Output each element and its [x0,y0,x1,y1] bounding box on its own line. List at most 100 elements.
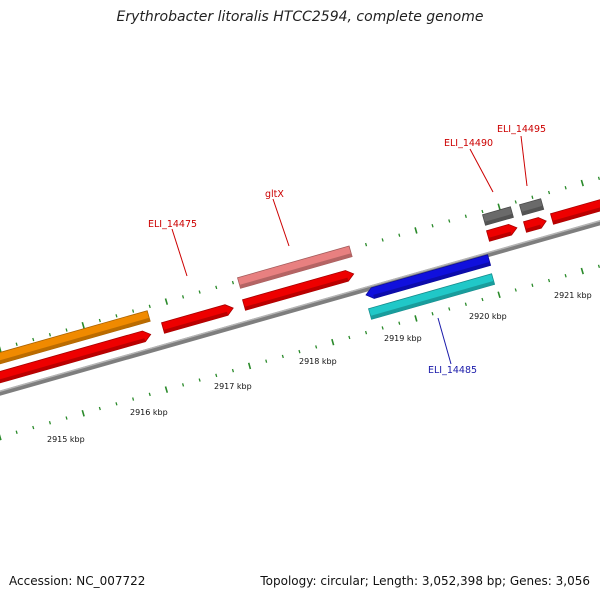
lower-tick [48,421,52,425]
lower-tick [381,326,384,330]
lower-tick [115,402,118,406]
blue-cds-shade [373,261,491,299]
upper-tick [164,298,169,305]
gltx-cds-shade [244,277,349,311]
cyan-rna-shade [370,280,495,320]
upper-tick [32,337,35,342]
lower-tick [81,409,85,417]
label-line-eli-14495 [520,135,528,187]
lower-tick [32,425,35,430]
lower-tick [481,297,484,302]
gene-label-eli-14485[interactable]: ELI_14485 [428,365,477,376]
scale-label-2919: 2919 kbp [384,334,422,343]
blue-cds[interactable] [365,254,492,299]
gene-label-eli-14490[interactable]: ELI_14490 [444,138,493,149]
lower-tick [531,283,534,287]
lower-tick [247,362,252,370]
scale-label-2920: 2920 kbp [469,312,507,321]
upper-tick [181,295,185,299]
lower-tick [0,434,2,441]
lower-tick [564,274,567,278]
genome-backbone [0,220,600,396]
lower-tick [231,368,235,373]
gray-feature-2-shade [521,205,544,216]
upper-tick [431,224,434,228]
lower-tick [398,321,401,325]
lower-tick [431,312,434,316]
upper-tick [215,285,218,290]
lower-tick [181,383,185,387]
lower-tick [298,349,301,354]
upper-tick [198,290,201,294]
gene-label-gltx[interactable]: gltX [265,189,284,200]
map-title: Erythrobacter litoralis HTCC2594, comple… [116,9,484,25]
lower-tick [448,307,451,311]
upper-tick [231,280,235,285]
lower-tick [148,392,151,397]
upper-tick [464,214,467,218]
lower-tick [265,359,268,363]
red-cds-4-shade [525,224,542,233]
lower-tick [15,430,18,434]
upper-tick [15,342,18,346]
lower-tick [514,288,517,292]
lower-tick [132,397,135,401]
lower-tick [597,264,600,268]
red-cds-5-shade [552,207,600,225]
orange-feature-shade [0,317,151,364]
scale-label-2915: 2915 kbp [47,435,85,444]
lower-tick [497,291,501,299]
upper-tick [0,346,2,353]
upper-tick [398,233,401,237]
upper-tick [497,203,501,211]
red-cds-1-shade [0,338,146,383]
lower-tick [331,338,335,346]
scale-label-2918: 2918 kbp [299,357,337,366]
upper-tick [132,309,135,313]
lower-tick [215,373,218,378]
red-cds-3-shade [488,231,512,242]
lower-tick [315,345,318,349]
genome-backbone-highlight [0,220,600,392]
upper-tick [115,314,118,318]
gene-label-eli-14495[interactable]: ELI_14495 [497,124,546,135]
lower-tick [281,354,284,359]
lower-tick [348,335,351,340]
label-line-eli-14475 [171,228,188,277]
label-line-eli-14490 [469,148,494,193]
label-line-eli-14485 [437,317,452,365]
lower-tick [164,386,169,393]
lower-tick [364,330,368,335]
upper-tick [448,219,451,223]
upper-tick [48,333,52,337]
red-cds-2-shade [163,311,228,334]
feature-layer [0,198,600,384]
upper-tick [547,190,551,195]
accession-text: Accession: NC_007722 [9,574,146,588]
upper-tick [580,179,584,187]
lower-tick [580,267,584,275]
lower-tick [464,302,467,306]
upper-tick [81,321,85,329]
scale-label-2921: 2921 kbp [554,291,592,300]
upper-tick [381,238,384,242]
upper-tick [98,318,101,323]
gray-feature-1-shade [484,213,514,226]
lower-tick [547,278,551,283]
label-line-gltx [272,198,290,247]
lower-tick-row [0,264,600,441]
upper-tick [65,328,68,332]
scale-label-2916: 2916 kbp [130,408,168,417]
lower-tick [65,416,68,420]
gene-label-eli-14475[interactable]: ELI_14475 [148,219,197,230]
lower-tick [198,378,201,382]
lower-tick [414,315,418,322]
gltx-rna-shade [239,253,353,289]
scale-label-2917: 2917 kbp [214,382,252,391]
upper-tick [514,200,517,204]
upper-tick [531,195,534,199]
upper-tick [597,176,600,180]
lower-tick [98,406,101,411]
upper-tick [564,186,567,190]
